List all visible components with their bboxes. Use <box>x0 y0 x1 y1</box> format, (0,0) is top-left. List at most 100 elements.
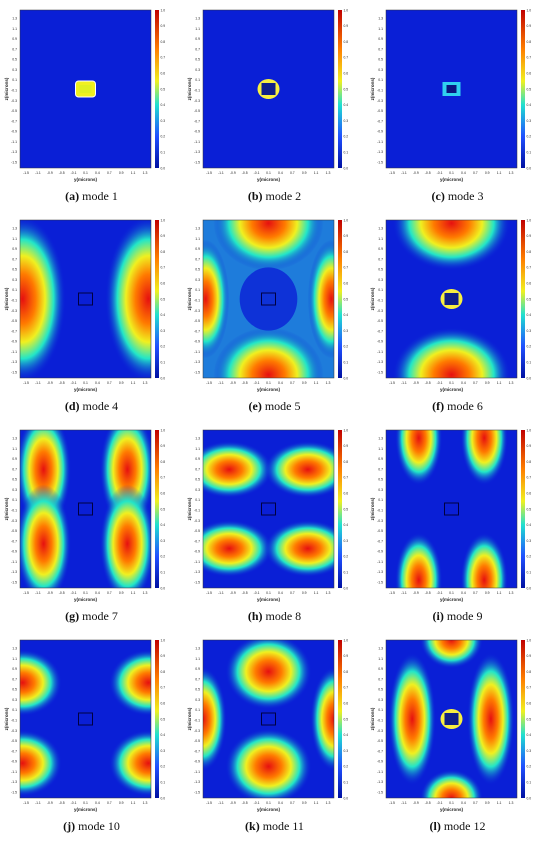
colorbar-tick-label: 0.1 <box>527 781 532 785</box>
colorbar-tick-label: 0.7 <box>161 266 166 270</box>
x-axis-label: y(microns) <box>74 387 98 392</box>
y-tick-label: 0.3 <box>12 698 17 702</box>
y-tick-label: 1.1 <box>12 657 17 661</box>
colorbar-tick-label: 0.6 <box>527 702 532 706</box>
field-plot-mode-10: 1.3 1.1 0.9 0.7 0.5 0.3 0.1 -0.1 -0.3 -0.5 -0.7 -0.… <box>4 638 166 812</box>
colorbar-tick-label: 0.4 <box>527 103 532 107</box>
colorbar-tick-label: 0.7 <box>161 56 166 60</box>
colorbar-tick-label: 1.0 <box>161 428 166 432</box>
x-tick-label: -0.9 <box>47 171 53 175</box>
x-tick-label: -0.9 <box>230 591 236 595</box>
colorbar-tick-label: 0.3 <box>344 329 349 333</box>
x-tick-label: -0.5 <box>59 381 65 385</box>
colorbar-tick-label: 0.2 <box>527 765 532 769</box>
y-tick-label: -1.3 <box>194 780 200 784</box>
y-tick-label: 0.1 <box>195 288 200 292</box>
colorbar-tick-label: 0.3 <box>344 119 349 123</box>
x-tick-label: -1.1 <box>401 381 407 385</box>
y-tick-label: -1.5 <box>194 791 200 795</box>
x-tick-label: 1.3 <box>509 171 514 175</box>
x-tick-label: -1.5 <box>206 801 212 805</box>
colorbar-tick-label: 0.3 <box>344 539 349 543</box>
panel-mode-5: 1.3 1.1 0.9 0.7 0.5 0.3 0.1 -0.1 -0.3 -0.5 -0.7 -0.… <box>183 210 366 420</box>
colorbar-tick-label: 0.5 <box>161 507 166 511</box>
y-tick-label: 0.9 <box>195 37 200 41</box>
y-tick-label: 1.1 <box>195 27 200 31</box>
y-tick-label: 0.3 <box>378 68 383 72</box>
y-tick-label: 0.5 <box>195 688 200 692</box>
colorbar-tick-label: 0.9 <box>344 234 349 238</box>
plot-frame <box>385 219 518 379</box>
y-tick-label: 0.1 <box>195 78 200 82</box>
x-axis-label: y(microns) <box>257 177 281 182</box>
y-tick-label: 0.9 <box>12 247 17 251</box>
y-tick-label: -1.1 <box>11 350 17 354</box>
x-tick-label: -1.5 <box>389 171 395 175</box>
y-tick-label: -1.5 <box>11 581 17 585</box>
y-tick-label: -0.1 <box>377 299 383 303</box>
y-tick-label: 0.7 <box>195 47 200 51</box>
x-tick-label: 1.3 <box>509 591 514 595</box>
x-tick-label: -0.9 <box>47 381 53 385</box>
x-tick-label: 1.1 <box>497 801 502 805</box>
y-tick-label: -1.3 <box>194 150 200 154</box>
colorbar <box>338 640 342 798</box>
x-tick-label: -0.5 <box>242 801 248 805</box>
y-tick-label: -0.5 <box>11 109 17 113</box>
y-tick-label: -0.7 <box>194 119 200 123</box>
colorbar-tick-label: 0.4 <box>527 523 532 527</box>
colorbar-tick-label: 0.8 <box>344 460 349 464</box>
x-axis-label: y(microns) <box>440 807 464 812</box>
y-tick-label: 0.5 <box>195 58 200 62</box>
colorbar-tick-label: 1.0 <box>527 428 532 432</box>
panel-mode-8: 1.3 1.1 0.9 0.7 0.5 0.3 0.1 -0.1 -0.3 -0.5 -0.7 -0.… <box>183 420 366 630</box>
plot-frame <box>385 639 518 799</box>
y-tick-label: -0.9 <box>377 550 383 554</box>
x-tick-label: 0.9 <box>302 381 307 385</box>
y-tick-label: -0.9 <box>11 760 17 764</box>
colorbar-tick-label: 0.9 <box>344 654 349 658</box>
y-tick-label: 0.5 <box>195 478 200 482</box>
colorbar-tick-label: 0.4 <box>344 523 349 527</box>
colorbar-tick-label: 0.2 <box>527 135 532 139</box>
caption-letter: (j) <box>63 819 76 833</box>
colorbar-tick-label: 0.6 <box>527 282 532 286</box>
caption-mode-10: (j) mode 10 <box>0 819 183 834</box>
x-tick-label: -1.5 <box>206 591 212 595</box>
caption-letter: (f) <box>432 399 445 413</box>
x-tick-label: 0.4 <box>461 801 466 805</box>
y-tick-label: -1.3 <box>11 360 17 364</box>
panel-mode-4: 1.3 1.1 0.9 0.7 0.5 0.3 0.1 -0.1 -0.3 -0.5 -0.7 -0.… <box>0 210 183 420</box>
x-tick-label: 0.4 <box>95 591 100 595</box>
x-tick-label: -1.5 <box>389 801 395 805</box>
x-tick-label: -1.5 <box>206 381 212 385</box>
y-tick-label: -1.5 <box>11 161 17 165</box>
x-tick-label: 0.9 <box>119 381 124 385</box>
colorbar-tick-label: 0.0 <box>527 796 532 800</box>
colorbar <box>521 220 525 378</box>
colorbar-tick-label: 0.1 <box>161 151 166 155</box>
colorbar-tick-label: 0.6 <box>527 72 532 76</box>
field-hotspot <box>105 220 151 378</box>
y-tick-label: 1.3 <box>378 647 383 651</box>
caption-mode-5: (e) mode 5 <box>183 399 366 414</box>
x-tick-label: -0.5 <box>425 381 431 385</box>
y-tick-label: 1.1 <box>195 447 200 451</box>
plot-frame <box>202 219 335 379</box>
colorbar-tick-label: 0.2 <box>161 555 166 559</box>
colorbar-tick-label: 0.7 <box>527 476 532 480</box>
plot-frame <box>202 639 335 799</box>
field-hotspot <box>213 220 324 271</box>
colorbar-tick-label: 0.0 <box>344 376 349 380</box>
x-tick-label: -0.1 <box>71 591 77 595</box>
y-tick-label: -1.3 <box>377 570 383 574</box>
x-tick-label: 0.9 <box>302 801 307 805</box>
x-axis-label: y(microns) <box>74 807 98 812</box>
field-hotspot <box>20 220 66 378</box>
y-tick-label: -1.1 <box>377 770 383 774</box>
colorbar-tick-label: 0.8 <box>527 40 532 44</box>
colorbar-tick-label: 0.6 <box>161 702 166 706</box>
x-tick-label: -1.5 <box>206 171 212 175</box>
x-tick-label: 0.9 <box>302 171 307 175</box>
y-axis-label: z(microns) <box>187 497 192 520</box>
